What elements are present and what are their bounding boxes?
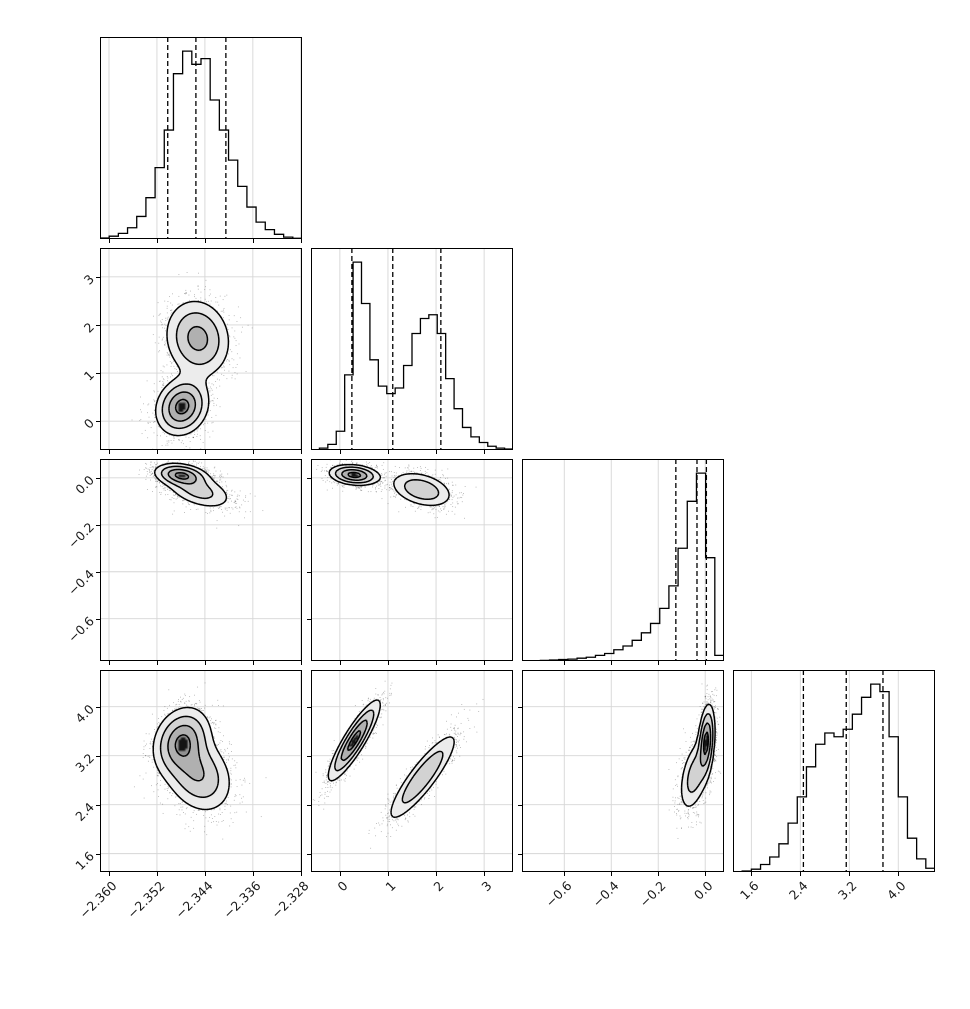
corner-plot: −2.360 −2.352 −2.344 −2.336 −2.328 0 1 2 3 −0.6 −0… [64, 37, 937, 921]
y-tick-label-param4: 1.6 [72, 847, 97, 873]
x-tick-label-param3: 0.0 [691, 878, 716, 903]
x-tick-label-param1: −2.360 [76, 878, 120, 922]
x-tick-label-param4: 3.2 [835, 878, 860, 903]
x-tick-label-param2: 3 [478, 878, 495, 895]
y-tick-label-param4: 3.2 [72, 750, 97, 775]
panel-param4-vs-param3 [510, 670, 726, 886]
y-tick-label-param4: 4.0 [72, 701, 97, 726]
panel-param4-vs-param2 [299, 670, 515, 886]
y-tick-label-param3: 0.0 [72, 472, 97, 497]
y-tick-label-param2: 3 [80, 271, 97, 288]
y-tick-label-param3: −0.2 [64, 519, 97, 552]
panel-param2-vs-param1 [88, 248, 304, 464]
panel-hist-param4 [721, 670, 937, 886]
x-tick-label-param4: 4.0 [884, 878, 909, 903]
x-tick-label-param3: −0.6 [542, 878, 575, 911]
panel-hist-param2 [299, 248, 515, 464]
x-tick-label-param1: −2.352 [124, 878, 168, 922]
x-tick-label-param1: −2.336 [220, 878, 264, 922]
x-tick-label-param3: −0.2 [636, 878, 669, 911]
panel-param3-vs-param2 [299, 459, 515, 675]
x-tick-label-param4: 2.4 [786, 878, 811, 903]
panel-hist-param3 [510, 459, 726, 675]
y-tick-label-param2: 0 [80, 415, 97, 432]
x-tick-label-param2: 2 [430, 878, 447, 895]
y-tick-label-param3: −0.4 [64, 566, 97, 599]
panel-hist-param1 [88, 37, 304, 253]
x-tick-label-param1: −2.344 [172, 878, 216, 922]
x-tick-label-param2: 0 [334, 878, 351, 895]
y-tick-label-param2: 2 [80, 319, 97, 336]
x-tick-label-param2: 1 [382, 878, 399, 895]
y-tick-label-param3: −0.6 [64, 613, 97, 646]
y-tick-label-param2: 1 [80, 367, 97, 384]
panel-param4-vs-param1 [88, 670, 304, 886]
y-tick-label-param4: 2.4 [72, 798, 97, 824]
x-tick-label-param4: 1.6 [737, 878, 762, 903]
panel-param3-vs-param1 [88, 459, 304, 675]
x-tick-label-param1: −2.328 [268, 878, 312, 922]
x-tick-label-param3: −0.4 [589, 878, 622, 911]
